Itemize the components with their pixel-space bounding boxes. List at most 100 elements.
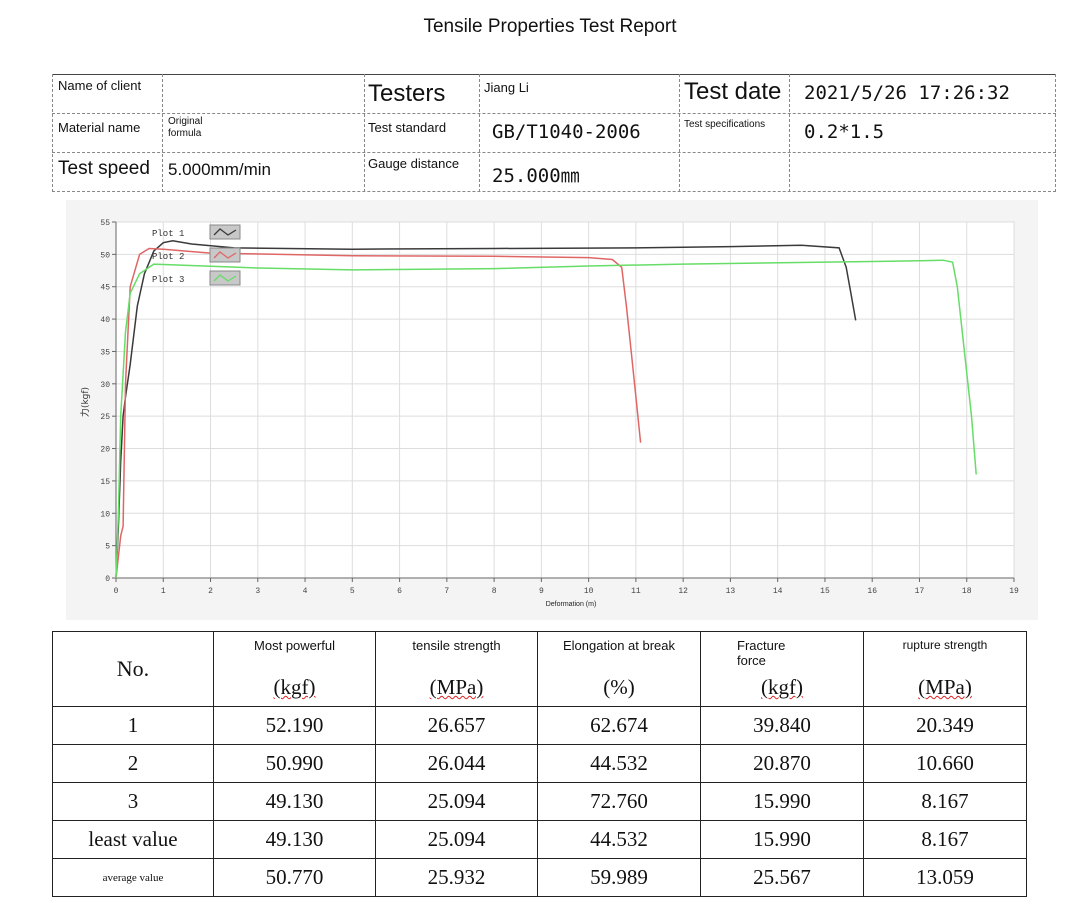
y-tick-label: 5 [105, 543, 110, 552]
row-label: average value [52, 858, 214, 897]
info-col-divider [789, 74, 790, 192]
cell-value: 15.990 [700, 782, 864, 821]
row-label: least value [52, 820, 214, 859]
chart-legend: Plot 1 Plot 2 Plot 3 [152, 224, 241, 286]
header-unit: (kgf) [761, 675, 803, 699]
chart-panel: 0 1 2 3 4 5 6 7 8 9 10 11 12 13 14 15 16 17 18 19 0 5 10 15 20 25… [66, 200, 1038, 620]
cell-value: 8.167 [863, 782, 1027, 821]
cell-value: 39.840 [700, 706, 864, 745]
test-standard-value: GB/T1040-2006 [492, 121, 641, 143]
gauge-distance-value: 25.000㎜ [492, 165, 580, 187]
no-header: No. [52, 631, 214, 707]
legend-line-icon [213, 251, 237, 259]
cell-value: 44.532 [537, 820, 701, 859]
x-tick-label: 5 [350, 587, 355, 596]
x-tick-label: 10 [584, 587, 594, 596]
cell-value: 20.349 [863, 706, 1027, 745]
chart-axes: 0 1 2 3 4 5 6 7 8 9 10 11 12 13 14 15 16 17 18 190510152025… [100, 219, 1019, 596]
results-table: No. Most powerful (kgf) tensile strength… [52, 631, 1027, 897]
y-tick-label: 25 [100, 413, 110, 422]
cell-value: 59.989 [537, 858, 701, 897]
y-tick-label: 20 [100, 446, 110, 455]
header-tensile-strength: tensile strength (MPa) [375, 631, 538, 707]
legend-line-icon [213, 274, 237, 282]
cell-value: 49.130 [213, 782, 376, 821]
test-specifications-value: 0.2*1.5 [804, 121, 885, 143]
testers-label: Testers [368, 80, 446, 107]
test-speed-label: Test speed [58, 158, 150, 179]
cell-value: 62.674 [537, 706, 701, 745]
gauge-distance-label: Gauge distance [368, 156, 460, 171]
info-row-divider [52, 191, 1056, 192]
info-col-divider [679, 74, 680, 192]
cell-value: 52.190 [213, 706, 376, 745]
test-standard-label: Test standard [368, 120, 447, 135]
testers-value: Jiang Li [484, 80, 529, 95]
x-tick-label: 16 [867, 587, 877, 596]
header-label: Elongation at break [562, 638, 676, 653]
series-line [115, 240, 857, 579]
cell-value: 25.094 [375, 782, 538, 821]
header-unit: (MPa) [429, 675, 484, 699]
y-tick-label: 50 [100, 251, 110, 260]
test-specifications-label: Test specifications [684, 119, 766, 130]
cell-value: 15.990 [700, 820, 864, 859]
cell-value: 26.044 [375, 744, 538, 783]
table-row: 3 49.130 25.094 72.760 15.990 8.167 [52, 782, 1027, 821]
y-tick-label: 40 [100, 316, 110, 325]
x-tick-label: 15 [820, 587, 830, 596]
x-tick-label: 13 [726, 587, 736, 596]
header-rupture-strength: rupture strength (MPa) [863, 631, 1027, 707]
x-tick-label: 17 [915, 587, 925, 596]
cell-value: 26.657 [375, 706, 538, 745]
header-fracture-force: Fracture force (kgf) [700, 631, 864, 707]
material-name-value: Original formula [168, 116, 202, 140]
cell-value: 20.870 [700, 744, 864, 783]
header-unit: (%) [603, 675, 635, 699]
y-tick-label: 0 [105, 575, 110, 584]
y-axis-label: 力(kgf) [79, 387, 91, 417]
row-label: 2 [52, 744, 214, 783]
x-tick-label: 14 [773, 587, 783, 596]
x-tick-label: 18 [962, 587, 972, 596]
results-header-row: No. Most powerful (kgf) tensile strength… [52, 631, 1027, 707]
header-label: Fracture force [737, 638, 786, 668]
header-unit: (MPa) [918, 675, 972, 699]
info-table: Name of client Testers Jiang Li Test dat… [52, 74, 1056, 192]
cell-value: 49.130 [213, 820, 376, 859]
cell-value: 50.770 [213, 858, 376, 897]
x-tick-label: 1 [161, 587, 166, 596]
cell-value: 50.990 [213, 744, 376, 783]
header-label: tensile strength [412, 638, 501, 653]
y-tick-label: 55 [100, 219, 110, 228]
series-line [115, 259, 977, 579]
table-row: 1 52.190 26.657 62.674 39.840 20.349 [52, 706, 1027, 745]
test-date-label: Test date [684, 78, 782, 105]
info-col-divider [1055, 74, 1056, 192]
y-tick-label: 30 [100, 381, 110, 390]
header-label: Most powerful [254, 638, 335, 653]
legend-label: Plot 1 [152, 229, 184, 239]
chart-grid [115, 221, 1015, 579]
material-value-line: Original [168, 116, 203, 127]
force-deformation-chart: 0 1 2 3 4 5 6 7 8 9 10 11 12 13 14 15 16 17 18 190510152025… [79, 219, 1019, 608]
x-tick-label: 9 [539, 587, 544, 596]
legend-label: Plot 2 [152, 252, 184, 262]
header-most-powerful: Most powerful (kgf) [213, 631, 376, 707]
x-tick-label: 4 [303, 587, 308, 596]
table-row: least value 49.130 25.094 44.532 15.990 … [52, 820, 1027, 859]
client-label: Name of client [58, 78, 142, 93]
y-tick-label: 45 [100, 284, 110, 293]
cell-value: 25.567 [700, 858, 864, 897]
y-tick-label: 15 [100, 478, 110, 487]
cell-value: 10.660 [863, 744, 1027, 783]
x-tick-label: 3 [255, 587, 260, 596]
info-col-divider [364, 74, 365, 192]
info-row-divider [52, 152, 1056, 153]
report-title: Tensile Properties Test Report [423, 16, 677, 37]
plot-area [115, 221, 1015, 579]
x-tick-label: 19 [1009, 587, 1019, 596]
x-axis-label: Deformation (m) [546, 601, 597, 608]
info-top-border [52, 74, 1056, 75]
material-name-label: Material name [58, 120, 141, 135]
